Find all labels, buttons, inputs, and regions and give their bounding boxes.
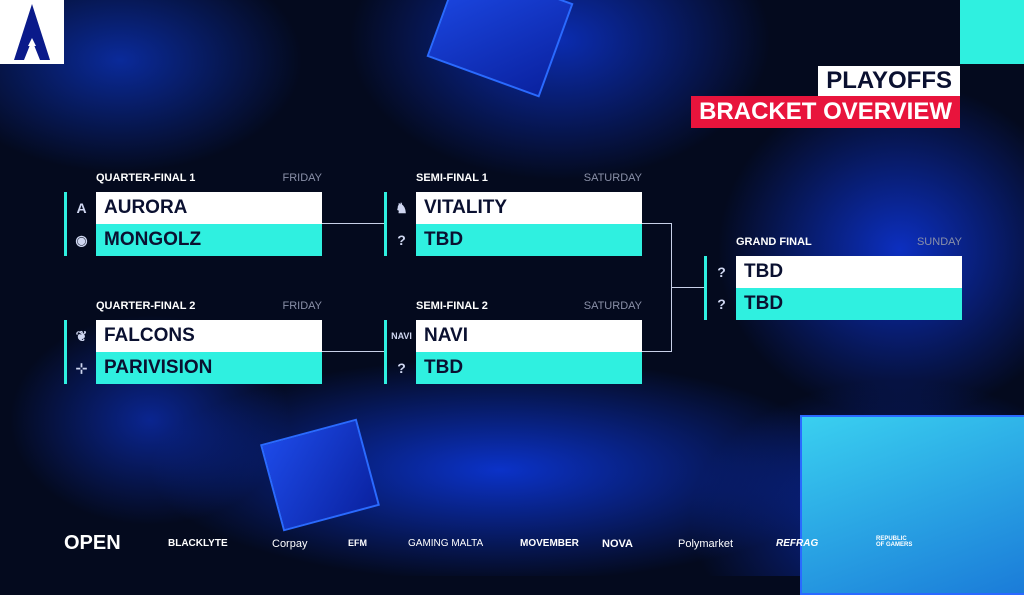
navi-logo-icon: NAVI <box>384 320 416 352</box>
sponsor-gaming-malta: GAMING MALTA <box>408 538 484 549</box>
sponsor-nova: NOVA <box>602 538 633 550</box>
team-name: TBD <box>416 352 642 384</box>
sponsor-blacklyte: BLACKLYTE <box>168 538 228 549</box>
match-day: SUNDAY <box>916 236 962 248</box>
parivision-logo-icon: ⊹ <box>64 352 96 384</box>
team-row[interactable]: ? TBD <box>704 256 962 288</box>
match-quarter-final-2: QUARTER-FINAL 2 FRIDAY ❦ FALCONS ⊹ PARIVISI… <box>64 300 322 384</box>
team-name: TBD <box>736 256 962 288</box>
team-row[interactable]: ❦ FALCONS <box>64 320 322 352</box>
connector <box>640 223 672 224</box>
sponsor-efm: EFM <box>348 538 367 548</box>
event-logo <box>0 0 64 64</box>
team-name: TBD <box>736 288 962 320</box>
question-mark-icon: ? <box>384 352 416 384</box>
team-name: PARIVISION <box>96 352 322 384</box>
team-row[interactable]: ? TBD <box>704 288 962 320</box>
team-row[interactable]: ? TBD <box>384 352 642 384</box>
match-day: SATURDAY <box>583 172 642 184</box>
team-row[interactable]: NAVI NAVI <box>384 320 642 352</box>
mongolz-logo-icon: ◉ <box>64 224 96 256</box>
match-title: SEMI-FINAL 1 <box>416 172 488 184</box>
team-row[interactable]: ? TBD <box>384 224 642 256</box>
team-name: NAVI <box>416 320 642 352</box>
sponsor-polymarket: Polymarket <box>678 538 734 550</box>
connector <box>672 287 706 288</box>
match-day: FRIDAY <box>282 172 322 184</box>
team-name: FALCONS <box>96 320 322 352</box>
question-mark-icon: ? <box>704 288 736 320</box>
aurora-logo-icon: A <box>64 192 96 224</box>
match-quarter-final-1: QUARTER-FINAL 1 FRIDAY A AURORA ◉ MONGOLZ <box>64 172 322 256</box>
sponsor-bar: OPEN BLACKLYTE Corpay EFM GAMING MALTA M… <box>0 532 1024 558</box>
match-title: QUARTER-FINAL 1 <box>96 172 196 184</box>
corner-accent <box>960 0 1024 64</box>
page-title: PLAYOFFS <box>818 66 960 96</box>
team-name: VITALITY <box>416 192 642 224</box>
match-semi-final-1: SEMI-FINAL 1 SATURDAY ♞ VITALITY ? TBD <box>384 172 642 256</box>
match-title: QUARTER-FINAL 2 <box>96 300 196 312</box>
match-semi-final-2: SEMI-FINAL 2 SATURDAY NAVI NAVI ? TBD <box>384 300 642 384</box>
question-mark-icon: ? <box>384 224 416 256</box>
team-name: TBD <box>416 224 642 256</box>
team-name: MONGOLZ <box>96 224 322 256</box>
connector <box>320 351 386 352</box>
sponsor-refrag: REFRAG <box>776 538 819 549</box>
connector <box>320 223 386 224</box>
team-name: AURORA <box>96 192 322 224</box>
sponsor-rog: REPUBLIC OF GAMERS <box>876 536 913 548</box>
question-mark-icon: ? <box>704 256 736 288</box>
page-subtitle: BRACKET OVERVIEW <box>691 96 960 128</box>
sponsor-open: OPEN <box>64 532 121 554</box>
match-grand-final: GRAND FINAL SUNDAY ? TBD ? TBD <box>704 236 962 320</box>
connector <box>640 351 672 352</box>
connector <box>671 223 672 352</box>
match-title: SEMI-FINAL 2 <box>416 300 488 312</box>
match-day: SATURDAY <box>583 300 642 312</box>
team-row[interactable]: A AURORA <box>64 192 322 224</box>
team-row[interactable]: ⊹ PARIVISION <box>64 352 322 384</box>
decorative-cube <box>800 415 1024 595</box>
match-title: GRAND FINAL <box>736 236 812 248</box>
falcons-logo-icon: ❦ <box>64 320 96 352</box>
team-row[interactable]: ♞ VITALITY <box>384 192 642 224</box>
team-row[interactable]: ◉ MONGOLZ <box>64 224 322 256</box>
sponsor-corpay: Corpay <box>272 538 308 550</box>
sponsor-movember: MOVEMBER <box>520 538 579 549</box>
match-day: FRIDAY <box>282 300 322 312</box>
vitality-logo-icon: ♞ <box>384 192 416 224</box>
